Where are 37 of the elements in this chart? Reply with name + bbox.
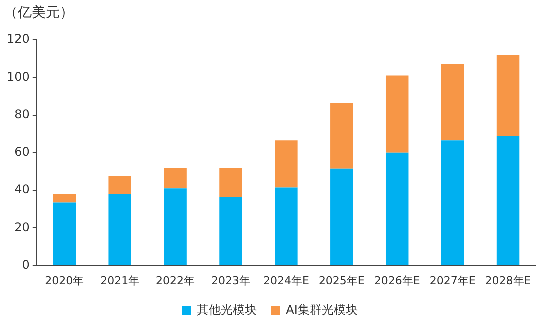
x-tick-label: 2024年E bbox=[263, 274, 310, 288]
y-axis-title: （亿美元） bbox=[4, 4, 74, 22]
bar bbox=[386, 76, 409, 153]
y-tick-label: 100 bbox=[7, 70, 30, 84]
bar bbox=[164, 188, 187, 266]
x-tick-label: 2027年E bbox=[430, 274, 476, 288]
x-tick-label: 2028年E bbox=[485, 274, 532, 288]
bar bbox=[330, 168, 354, 266]
y-tick-label: 120 bbox=[7, 32, 30, 46]
y-tick-label: 0 bbox=[22, 258, 30, 272]
bar bbox=[108, 194, 132, 266]
y-tick-label: 40 bbox=[14, 182, 30, 197]
bar bbox=[108, 176, 132, 194]
bar bbox=[220, 197, 242, 266]
x-tick-label: 2023年 bbox=[211, 274, 250, 288]
legend-label: AI集群光模块 bbox=[286, 303, 358, 318]
y-tick-label: 80 bbox=[14, 107, 30, 122]
bar bbox=[53, 194, 76, 203]
bar bbox=[386, 152, 409, 266]
x-tick-label: 2020年 bbox=[45, 274, 84, 288]
y-tick-label: 60 bbox=[14, 145, 30, 160]
bar bbox=[275, 188, 298, 266]
bar bbox=[496, 55, 520, 136]
x-tick-label: 2022年 bbox=[156, 274, 196, 288]
bar bbox=[330, 103, 354, 169]
y-tick-label: 20 bbox=[14, 220, 30, 234]
x-tick-label: 2025年E bbox=[318, 274, 365, 288]
x-tick-label: 2021年 bbox=[100, 274, 140, 288]
bar bbox=[496, 136, 520, 266]
bar bbox=[441, 64, 464, 141]
bar bbox=[275, 140, 298, 188]
legend-label: 其他光模块 bbox=[197, 303, 258, 318]
bar bbox=[220, 168, 242, 198]
x-tick-label: 2026年E bbox=[374, 274, 420, 288]
bar bbox=[53, 202, 76, 266]
bar bbox=[441, 140, 464, 266]
bar bbox=[164, 168, 187, 189]
